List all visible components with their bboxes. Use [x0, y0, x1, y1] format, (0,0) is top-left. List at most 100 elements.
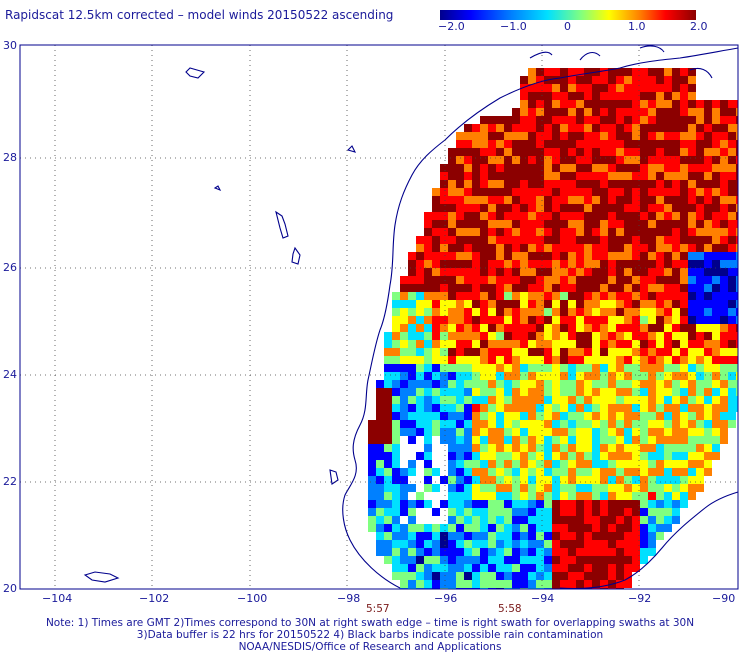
swath-cell	[424, 404, 432, 412]
swath-cell	[648, 252, 656, 260]
swath-cell	[664, 412, 672, 420]
swath-cell	[600, 580, 608, 588]
map-title: Rapidscat 12.5km corrected – model winds…	[5, 8, 394, 22]
swath-cell	[552, 508, 560, 516]
swath-cell	[464, 508, 472, 516]
swath-cell	[640, 116, 648, 124]
swath-cell	[488, 332, 496, 340]
colorbar-tick: −1.0	[500, 20, 527, 33]
swath-cell	[384, 348, 392, 356]
swath-cell	[424, 476, 432, 484]
swath-cell	[448, 148, 456, 156]
swath-cell	[688, 68, 696, 76]
swath-cell	[472, 196, 480, 204]
swath-cell	[504, 268, 512, 276]
swath-cell	[576, 524, 584, 532]
swath-cell	[408, 436, 416, 444]
swath-cell	[488, 460, 496, 468]
swath-cell	[544, 284, 552, 292]
swath-cell	[696, 396, 704, 404]
swath-cell	[520, 340, 528, 348]
swath-cell	[632, 172, 640, 180]
swath-cell	[520, 100, 528, 108]
swath-cell	[496, 484, 504, 492]
swath-cell	[552, 308, 560, 316]
swath-cell	[528, 268, 536, 276]
swath-cell	[544, 260, 552, 268]
swath-cell	[664, 436, 672, 444]
swath-cell	[712, 212, 720, 220]
swath-cell	[528, 476, 536, 484]
swath-cell	[560, 404, 568, 412]
swath-cell	[520, 564, 528, 572]
lon-label: −94	[531, 592, 555, 605]
swath-cell	[472, 132, 480, 140]
swath-cell	[560, 180, 568, 188]
swath-cell	[592, 380, 600, 388]
swath-cell	[488, 204, 496, 212]
swath-cell	[696, 364, 704, 372]
swath-cell	[568, 380, 576, 388]
swath-cell	[736, 308, 738, 316]
swath-cell	[568, 412, 576, 420]
swath-cell	[488, 348, 496, 356]
swath-cell	[664, 460, 672, 468]
swath-cell	[584, 548, 592, 556]
swath-cell	[584, 204, 592, 212]
swath-cell	[616, 308, 624, 316]
swath-cell	[568, 436, 576, 444]
swath-cell	[616, 508, 624, 516]
swath-cell	[552, 100, 560, 108]
swath-cell	[616, 92, 624, 100]
swath-cell	[376, 444, 384, 452]
swath-cell	[592, 308, 600, 316]
swath-cell	[496, 388, 504, 396]
swath-cell	[408, 572, 416, 580]
swath-cell	[528, 468, 536, 476]
note-line-3: NOAA/NESDIS/Office of Research and Appli…	[238, 641, 502, 653]
swath-cell	[504, 348, 512, 356]
swath-cell	[592, 564, 600, 572]
colorbar-tick: 0	[564, 20, 571, 33]
swath-cell	[712, 412, 720, 420]
swath-cell	[616, 76, 624, 84]
swath-cell	[568, 356, 576, 364]
swath-cell	[512, 252, 520, 260]
swath-cell	[720, 132, 728, 140]
swath-cell	[632, 316, 640, 324]
swath-cell	[736, 140, 738, 148]
swath-cell	[640, 452, 648, 460]
swath-cell	[616, 340, 624, 348]
swath-cell	[656, 68, 664, 76]
swath-cell	[488, 340, 496, 348]
swath-cell	[552, 124, 560, 132]
swath-cell	[608, 428, 616, 436]
swath-cell	[688, 404, 696, 412]
swath-cell	[688, 380, 696, 388]
swath-cell	[512, 532, 520, 540]
swath-cell	[464, 188, 472, 196]
swath-cell	[480, 388, 488, 396]
swath-cell	[496, 132, 504, 140]
swath-cell	[688, 324, 696, 332]
swath-cell	[520, 252, 528, 260]
swath-cell	[400, 412, 408, 420]
swath-cell	[456, 484, 464, 492]
swath-cell	[448, 396, 456, 404]
swath-cell	[616, 84, 624, 92]
swath-cell	[680, 172, 688, 180]
swath-cell	[496, 372, 504, 380]
swath-cell	[680, 404, 688, 412]
swath-cell	[448, 556, 456, 564]
swath-cell	[704, 404, 712, 412]
swath-cell	[632, 292, 640, 300]
swath-cell	[688, 372, 696, 380]
swath-cell	[728, 140, 736, 148]
swath-cell	[432, 340, 440, 348]
swath-cell	[616, 412, 624, 420]
swath-cell	[608, 212, 616, 220]
swath-cell	[560, 532, 568, 540]
swath-cell	[688, 468, 696, 476]
swath-cell	[424, 316, 432, 324]
swath-cell	[640, 516, 648, 524]
